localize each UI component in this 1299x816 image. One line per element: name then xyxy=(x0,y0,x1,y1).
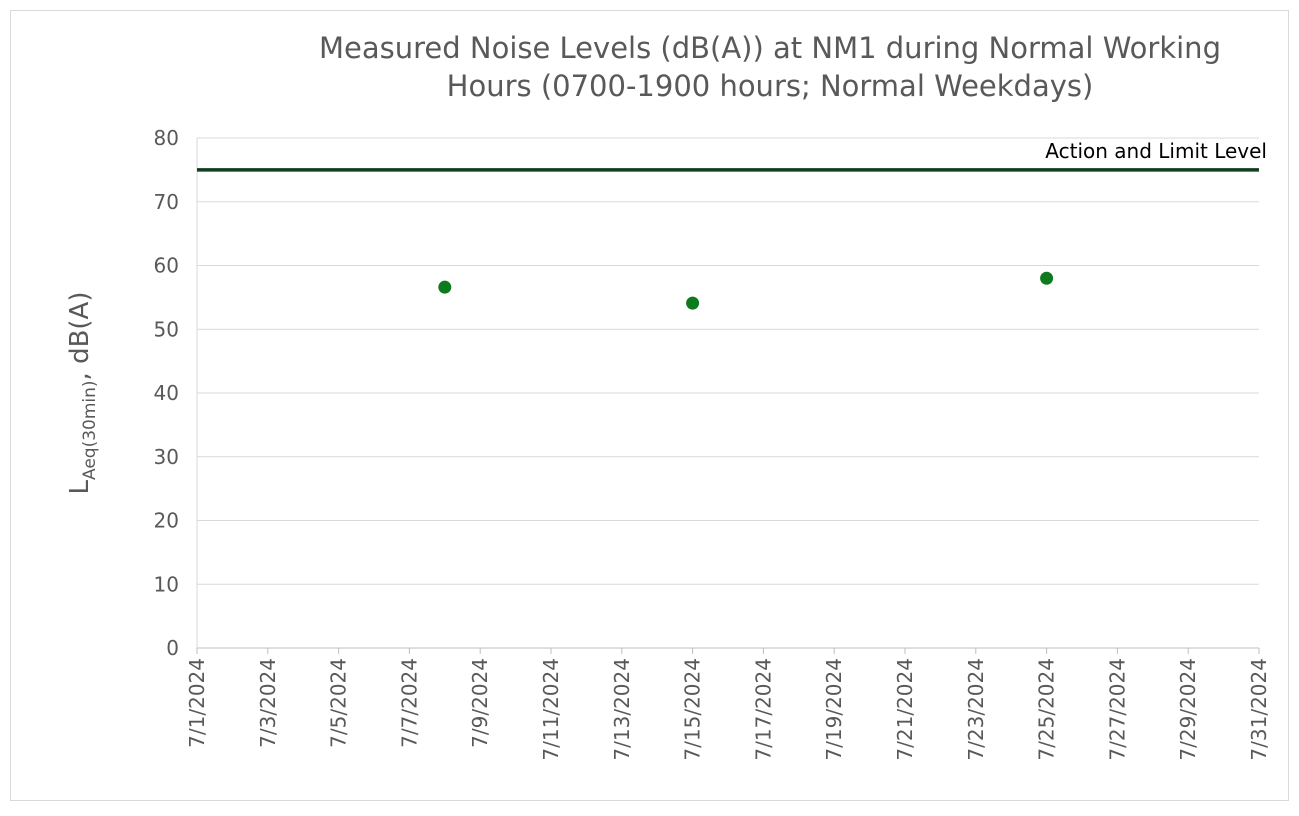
x-tick-label: 7/23/2024 xyxy=(964,658,988,761)
x-tick-label: 7/9/2024 xyxy=(468,658,492,748)
y-tick-label: 10 xyxy=(154,572,179,596)
y-tick-label: 30 xyxy=(154,445,179,469)
y-axis-label: LAeq(30min), dB(A) xyxy=(65,292,100,495)
scatter-point xyxy=(438,280,452,294)
x-tick-label: 7/11/2024 xyxy=(539,658,563,761)
scatter-point xyxy=(686,296,700,310)
chart-border xyxy=(10,10,1289,801)
x-tick-label: 7/5/2024 xyxy=(327,658,351,748)
y-tick-label: 50 xyxy=(154,317,179,341)
y-tick-label: 40 xyxy=(154,381,179,405)
x-tick-label: 7/25/2024 xyxy=(1035,658,1059,761)
x-tick-label: 7/3/2024 xyxy=(256,658,280,748)
y-tick-label: 0 xyxy=(166,636,179,660)
x-tick-label: 7/17/2024 xyxy=(751,658,775,761)
x-tick-label: 7/21/2024 xyxy=(893,658,917,761)
y-label-subscript: Aeq(30min) xyxy=(80,380,100,480)
x-tick-label: 7/29/2024 xyxy=(1176,658,1200,761)
line-label: Action and Limit Level xyxy=(1045,139,1267,163)
y-label-suffix: , dB(A) xyxy=(65,292,95,381)
y-label-main: L xyxy=(65,480,95,495)
x-tick-label: 7/15/2024 xyxy=(681,658,705,761)
x-tick-label: 7/7/2024 xyxy=(397,658,421,748)
y-tick-label: 60 xyxy=(154,254,179,278)
x-tick-label: 7/13/2024 xyxy=(610,658,634,761)
y-tick-label: 80 xyxy=(154,126,179,150)
y-tick-label: 20 xyxy=(154,509,179,533)
y-tick-label: 70 xyxy=(154,190,179,214)
x-tick-label: 7/19/2024 xyxy=(822,658,846,761)
x-tick-label: 7/31/2024 xyxy=(1247,658,1271,761)
x-tick-label: 7/27/2024 xyxy=(1105,658,1129,761)
x-tick-label: 7/1/2024 xyxy=(185,658,209,748)
chart-title: Measured Noise Levels (dB(A)) at NM1 dur… xyxy=(319,31,1221,65)
chart-title: Hours (0700-1900 hours; Normal Weekdays) xyxy=(447,69,1094,103)
scatter-point xyxy=(1040,271,1054,285)
